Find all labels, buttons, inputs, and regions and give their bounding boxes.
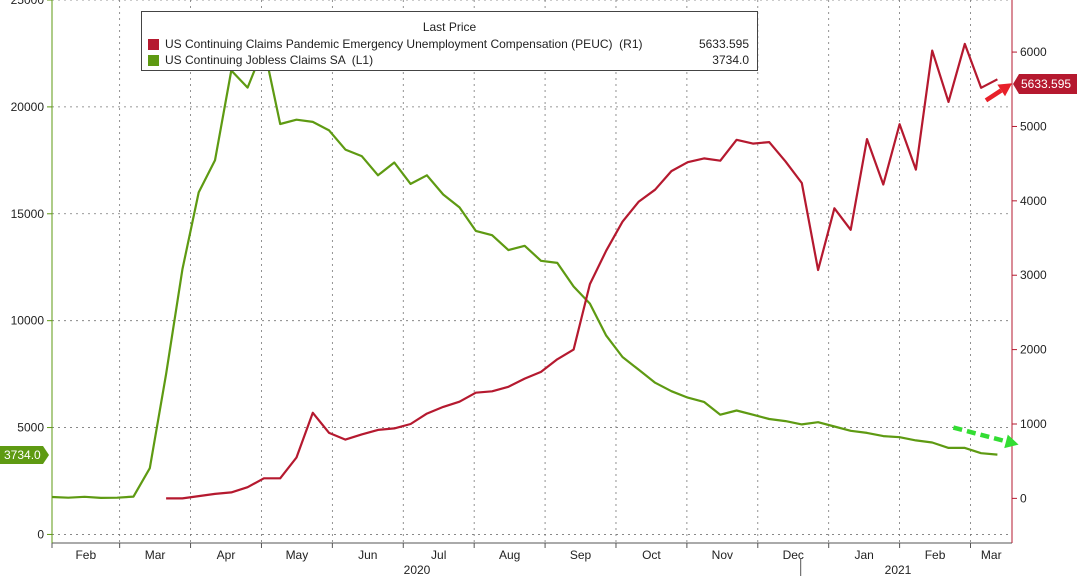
left-axis-ticks: 0 5000 10000 15000 20000 25000	[11, 0, 52, 541]
legend-value-peuc: 5633.595	[698, 37, 749, 51]
x-tick-label: Mar	[981, 548, 1002, 562]
right-last-value-label: 5633.595	[1021, 77, 1071, 91]
x-tick-label: Sep	[570, 548, 592, 562]
legend-entry-peuc: US Continuing Claims Pandemic Emergency …	[148, 37, 749, 52]
x-tick-label: Oct	[642, 548, 661, 562]
right-tick-label: 6000	[1020, 45, 1047, 59]
x-axis-ticks: Feb Mar Apr May Jun Jul Aug Sep Oct Nov Dec Jan Feb M…	[51, 543, 1002, 576]
left-tick-label: 20000	[11, 100, 45, 114]
right-tick-label: 3000	[1020, 268, 1047, 282]
x-tick-label: Nov	[712, 548, 733, 562]
legend-label-jobless: US Continuing Jobless Claims SA (L1)	[165, 53, 374, 67]
right-tick-label: 2000	[1020, 343, 1047, 357]
x-year-label: 2021	[885, 563, 912, 576]
left-last-value-label: 3734.0	[4, 448, 41, 462]
right-axis-ticks: 0 1000 2000 3000 4000 5000 6000	[1012, 45, 1047, 505]
x-tick-label: May	[286, 548, 309, 562]
legend-value-jobless: 3734.0	[712, 53, 749, 67]
x-tick-label: Jul	[431, 548, 446, 562]
x-tick-label: Feb	[75, 548, 96, 562]
x-tick-label: Aug	[499, 548, 520, 562]
legend-swatch-jobless	[148, 55, 159, 66]
grid-lines	[51, 0, 1012, 543]
right-last-value-marker: 5633.595	[1013, 74, 1077, 94]
x-tick-label: Apr	[217, 548, 236, 562]
x-year-label: 2020	[404, 563, 431, 576]
series-layer	[51, 42, 998, 500]
x-tick-label: Jun	[358, 548, 377, 562]
x-tick-label: Jan	[854, 548, 873, 562]
x-tick-label: Mar	[145, 548, 166, 562]
series-line-peuc	[166, 42, 998, 500]
right-tick-label: 0	[1020, 491, 1027, 505]
left-tick-label: 15000	[11, 207, 45, 221]
legend: Last Price US Continuing Claims Pandemic…	[141, 11, 758, 71]
x-tick-label: Feb	[925, 548, 946, 562]
legend-swatch-peuc	[148, 39, 159, 50]
left-last-value-marker: 3734.0	[0, 446, 49, 464]
series-line-jobless-claims	[51, 45, 998, 499]
annotation-arrow-red	[984, 83, 1013, 103]
right-tick-label: 5000	[1020, 119, 1047, 133]
left-tick-label: 25000	[11, 0, 45, 7]
right-tick-label: 1000	[1020, 417, 1047, 431]
left-tick-label: 10000	[11, 314, 45, 328]
annotation-arrow-green	[952, 425, 1019, 449]
x-tick-label: Dec	[783, 548, 804, 562]
legend-entry-jobless: US Continuing Jobless Claims SA (L1) 373…	[148, 53, 749, 68]
right-tick-label: 4000	[1020, 194, 1047, 208]
left-tick-label: 5000	[17, 421, 44, 435]
legend-title: Last Price	[422, 20, 477, 34]
annotation-layer	[952, 83, 1019, 449]
left-tick-label: 0	[37, 527, 44, 541]
legend-label-peuc: US Continuing Claims Pandemic Emergency …	[165, 37, 643, 51]
